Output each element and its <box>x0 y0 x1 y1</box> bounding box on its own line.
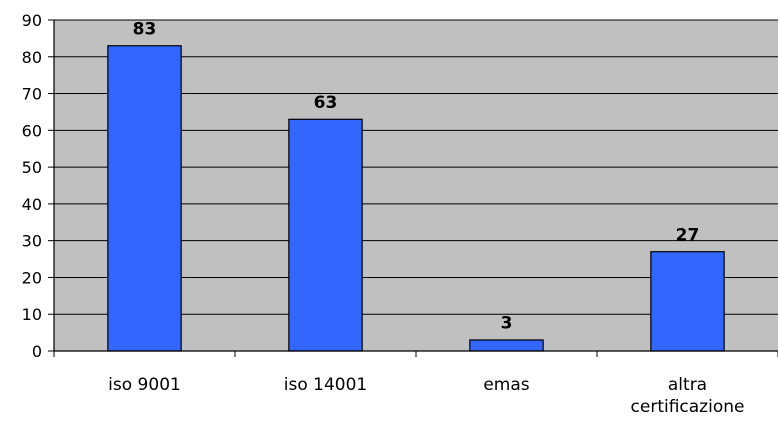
category-label-2: emas <box>483 375 529 395</box>
data-label-0: 83 <box>133 19 157 39</box>
category-label-line: altra <box>668 375 707 395</box>
bar-0 <box>107 45 182 352</box>
category-label-line: iso 9001 <box>108 375 181 395</box>
bar-3 <box>650 251 725 352</box>
data-label-3: 27 <box>676 225 700 245</box>
y-tick-label: 80 <box>22 48 42 67</box>
category-label-line: iso 14001 <box>284 375 367 395</box>
y-tick-label: 0 <box>32 342 42 361</box>
category-label-3: altra certificazione <box>631 375 745 417</box>
bar-1 <box>288 118 363 352</box>
bar-2 <box>469 339 544 352</box>
y-tick-label: 20 <box>22 268 42 287</box>
category-label-0: iso 9001 <box>108 375 181 395</box>
category-label-1: iso 14001 <box>284 375 367 395</box>
y-tick-label: 30 <box>22 232 42 251</box>
y-tick-label: 50 <box>22 158 42 177</box>
y-tick-label: 70 <box>22 85 42 104</box>
y-tick-label: 40 <box>22 195 42 214</box>
y-tick-label: 60 <box>22 121 42 140</box>
category-label-line: emas <box>483 375 529 395</box>
y-tick-label: 10 <box>22 305 42 324</box>
data-label-2: 3 <box>501 314 513 334</box>
data-label-1: 63 <box>314 93 338 113</box>
category-label-line: certificazione <box>631 397 745 417</box>
y-tick-label: 90 <box>22 11 42 30</box>
